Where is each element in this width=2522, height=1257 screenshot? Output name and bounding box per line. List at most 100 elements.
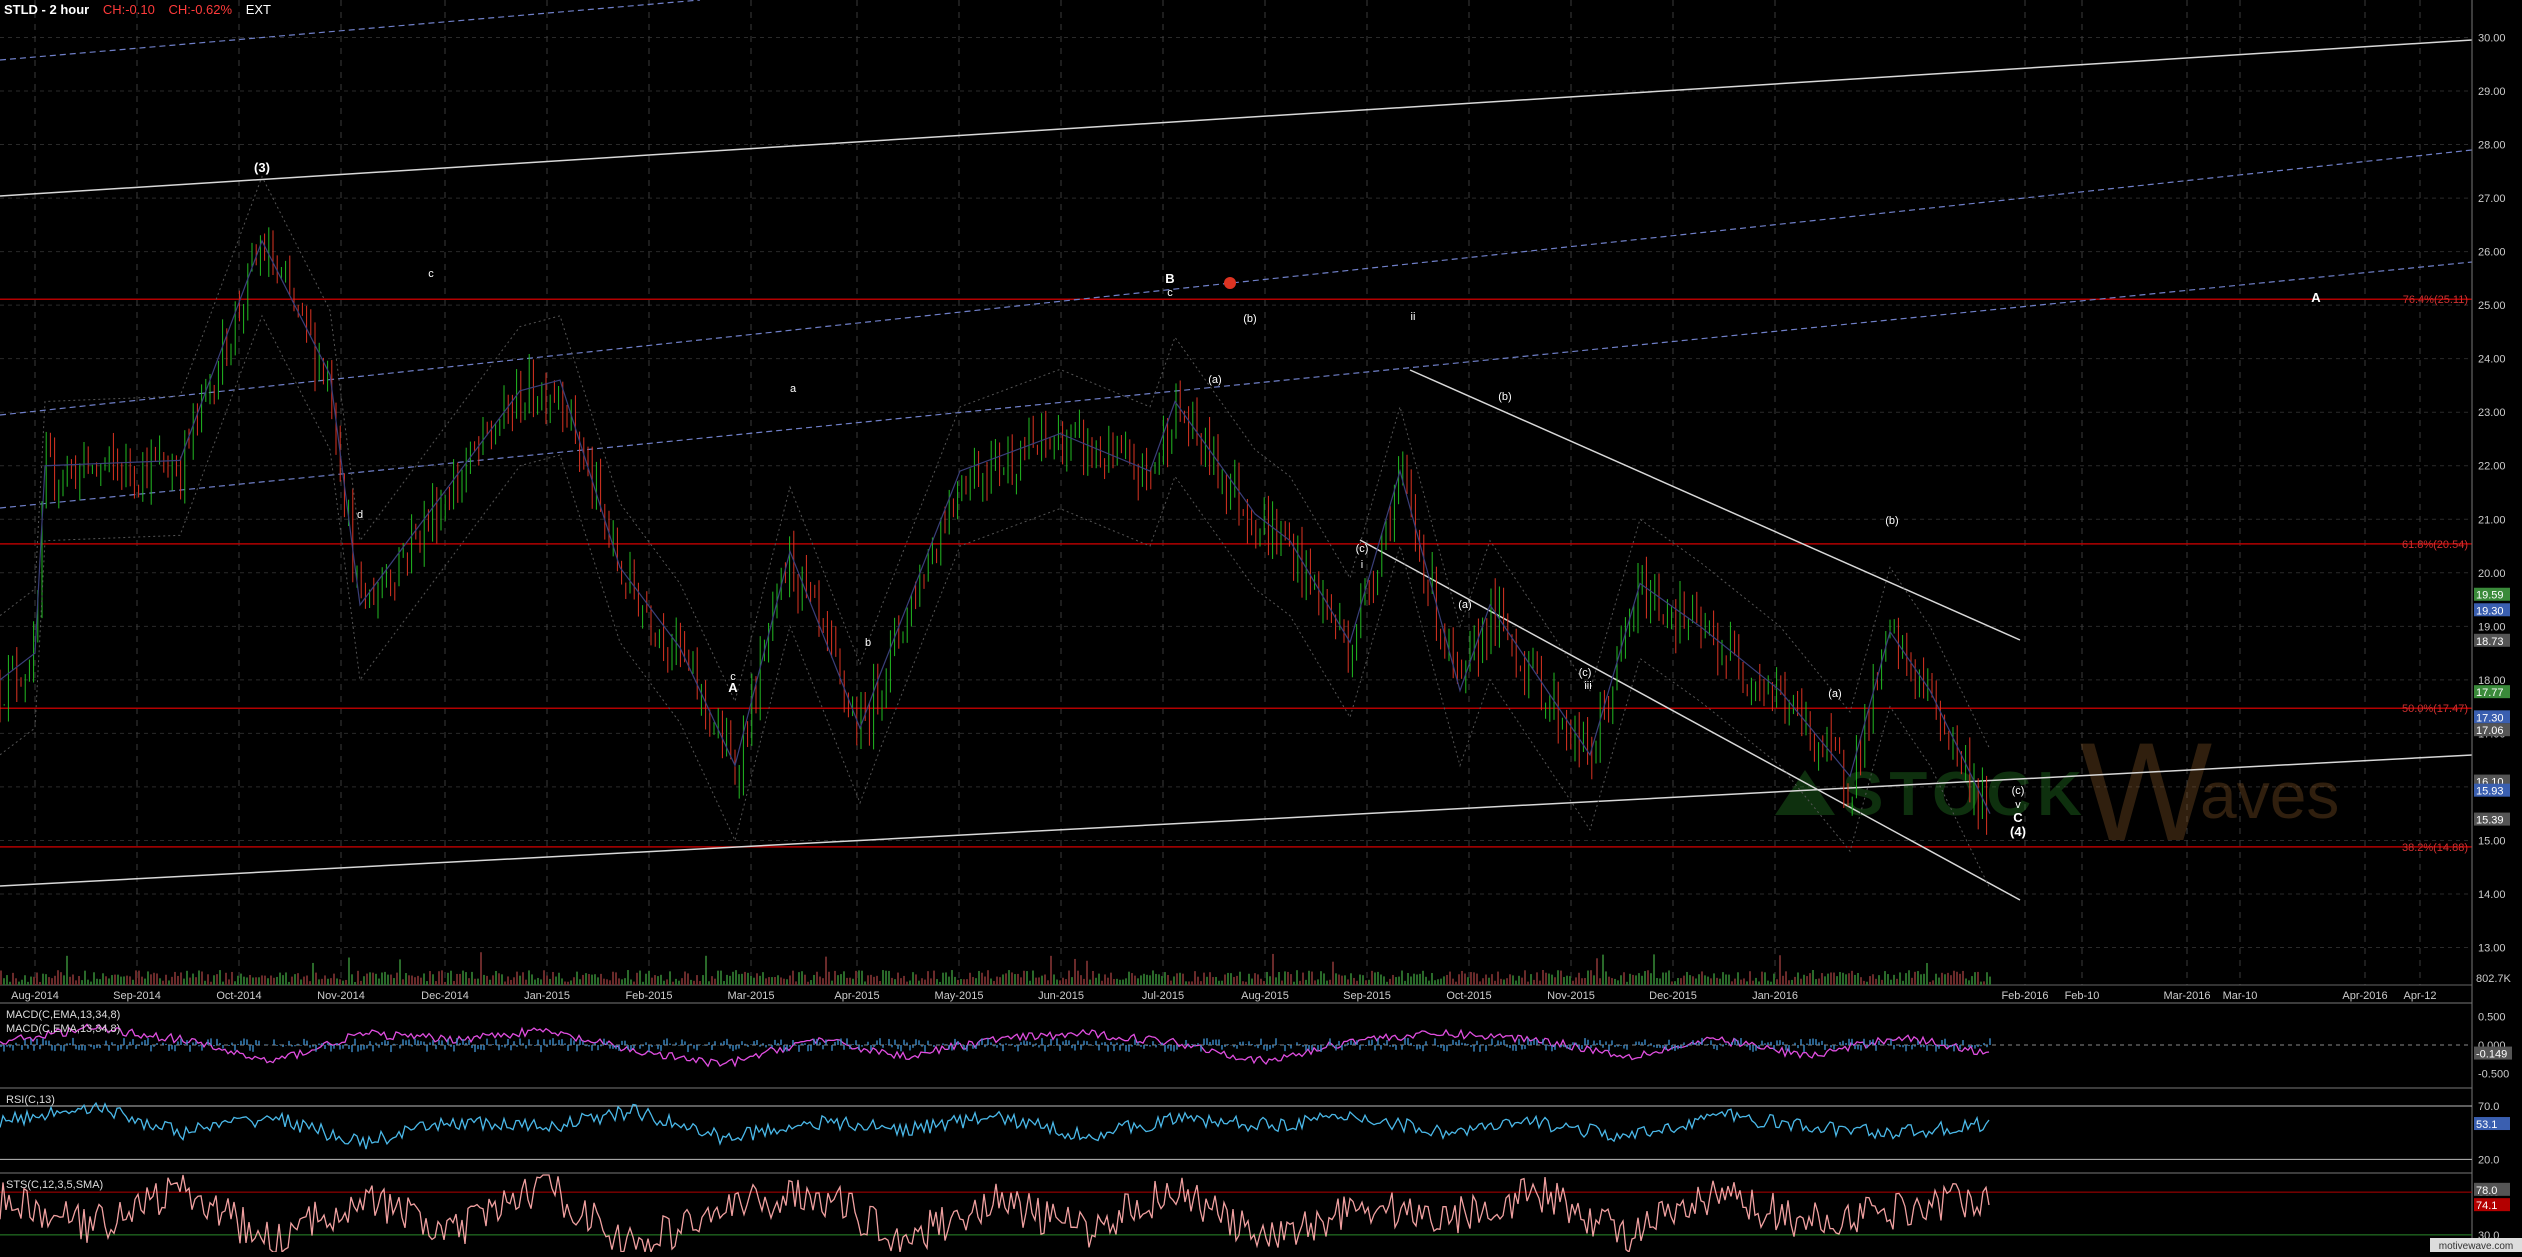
volume-bar <box>339 979 341 985</box>
volume-bar <box>978 971 980 985</box>
macd-histogram-bar <box>1776 1040 1778 1045</box>
alert-icon[interactable] <box>1224 277 1236 289</box>
chart-header: STLD - 2 hour CH:-0.10 CH:-0.62% EXT <box>4 2 281 17</box>
volume-bar <box>1731 981 1733 985</box>
macd-histogram-bar <box>870 1045 872 1050</box>
volume-bar <box>267 978 269 985</box>
volume-bar <box>585 973 587 985</box>
macd-histogram-bar <box>1617 1045 1619 1047</box>
macd-histogram-bar <box>1188 1045 1190 1047</box>
macd-histogram-bar <box>327 1043 329 1045</box>
volume-bar <box>1662 972 1664 985</box>
macd-histogram-bar <box>168 1045 170 1051</box>
volume-bar <box>1107 978 1109 985</box>
volume-bar <box>735 970 737 985</box>
volume-bar <box>963 979 965 985</box>
macd-histogram-bar <box>1782 1042 1784 1045</box>
volume-bar <box>1182 974 1184 985</box>
volume-bar <box>321 979 323 985</box>
volume-bar <box>888 971 890 985</box>
x-tick-label: Oct-2015 <box>1446 990 1491 1002</box>
fib-level-label: 50.0%(17.47) <box>2402 703 2468 715</box>
volume-bar <box>1911 978 1913 985</box>
volume-bar <box>348 958 350 985</box>
macd-histogram-bar <box>477 1045 479 1049</box>
ticker-label[interactable]: STLD - 2 hour <box>4 2 89 17</box>
macd-histogram-bar <box>183 1044 185 1045</box>
macd-histogram-bar <box>339 1045 341 1050</box>
volume-bar <box>342 981 344 985</box>
volume-bar <box>921 978 923 985</box>
volume-bar <box>102 973 104 985</box>
macd-histogram-bar <box>1047 1045 1049 1047</box>
volume-bar <box>948 977 950 985</box>
macd-histogram-bar <box>219 1043 221 1045</box>
volume-bar <box>1305 980 1307 985</box>
macd-histogram-bar <box>1176 1045 1178 1050</box>
macd-histogram-bar <box>240 1041 242 1045</box>
channel-line <box>1360 540 2020 900</box>
wave-label: (a) <box>1458 599 1471 611</box>
volume-bar <box>1143 974 1145 985</box>
volume-bar <box>1254 973 1256 985</box>
volume-bar <box>1491 974 1493 985</box>
volume-bar <box>678 981 680 985</box>
macd-histogram-bar <box>981 1038 983 1045</box>
volume-bar <box>222 982 224 985</box>
macd-histogram-bar <box>1500 1042 1502 1045</box>
wave-label: C <box>2013 810 2023 825</box>
macd-histogram-bar <box>1350 1040 1352 1045</box>
volume-bar <box>93 972 95 985</box>
volume-bar <box>1725 974 1727 985</box>
x-tick-label: Mar-2015 <box>727 990 774 1002</box>
macd-histogram-bar <box>1551 1045 1553 1051</box>
volume-bar <box>720 971 722 985</box>
macd-histogram-bar <box>1968 1045 1970 1047</box>
macd-histogram-bar <box>351 1045 353 1052</box>
macd-histogram-bar <box>690 1044 692 1045</box>
volume-bar <box>954 977 956 985</box>
session-label[interactable]: EXT <box>246 2 271 17</box>
volume-bar <box>240 974 242 985</box>
macd-histogram-bar <box>1956 1044 1958 1045</box>
volume-bar <box>1629 974 1631 985</box>
volume-bar <box>51 978 53 985</box>
volume-bar <box>258 977 260 985</box>
macd-histogram-bar <box>1941 1040 1943 1045</box>
macd-histogram-bar <box>198 1045 200 1046</box>
macd-histogram-bar <box>573 1041 575 1045</box>
volume-bar <box>1932 980 1934 985</box>
macd-histogram-bar <box>498 1045 500 1050</box>
macd-histogram-bar <box>345 1044 347 1045</box>
macd-histogram-bar <box>1116 1043 1118 1045</box>
volume-bar <box>330 978 332 985</box>
macd-signal-title: MACD(C,EMA,13,34,8) <box>6 1023 120 1035</box>
volume-bar <box>183 979 185 985</box>
volume-bar <box>1122 980 1124 985</box>
macd-histogram-bar <box>1923 1045 1925 1047</box>
volume-bar <box>564 982 566 985</box>
volume-bar <box>1719 979 1721 985</box>
volume-bar <box>324 975 326 985</box>
wave-label: B <box>1165 271 1174 286</box>
volume-bar <box>480 952 482 985</box>
volume-bar <box>405 973 407 985</box>
macd-histogram-bar <box>1614 1045 1616 1047</box>
volume-bar <box>1635 975 1637 985</box>
volume-bar <box>1245 982 1247 985</box>
volume-bar <box>1611 978 1613 985</box>
volume-bar <box>30 977 32 985</box>
macd-histogram-bar <box>1395 1045 1397 1050</box>
volume-bar <box>687 973 689 985</box>
macd-histogram-bar <box>1773 1045 1775 1050</box>
macd-histogram-bar <box>1944 1039 1946 1045</box>
volume-bar <box>216 974 218 985</box>
macd-histogram-bar <box>111 1042 113 1045</box>
volume-bar <box>1326 981 1328 985</box>
volume-bar <box>159 978 161 985</box>
macd-histogram-bar <box>1464 1043 1466 1045</box>
volume-bar <box>447 973 449 985</box>
macd-histogram-bar <box>1509 1045 1511 1048</box>
